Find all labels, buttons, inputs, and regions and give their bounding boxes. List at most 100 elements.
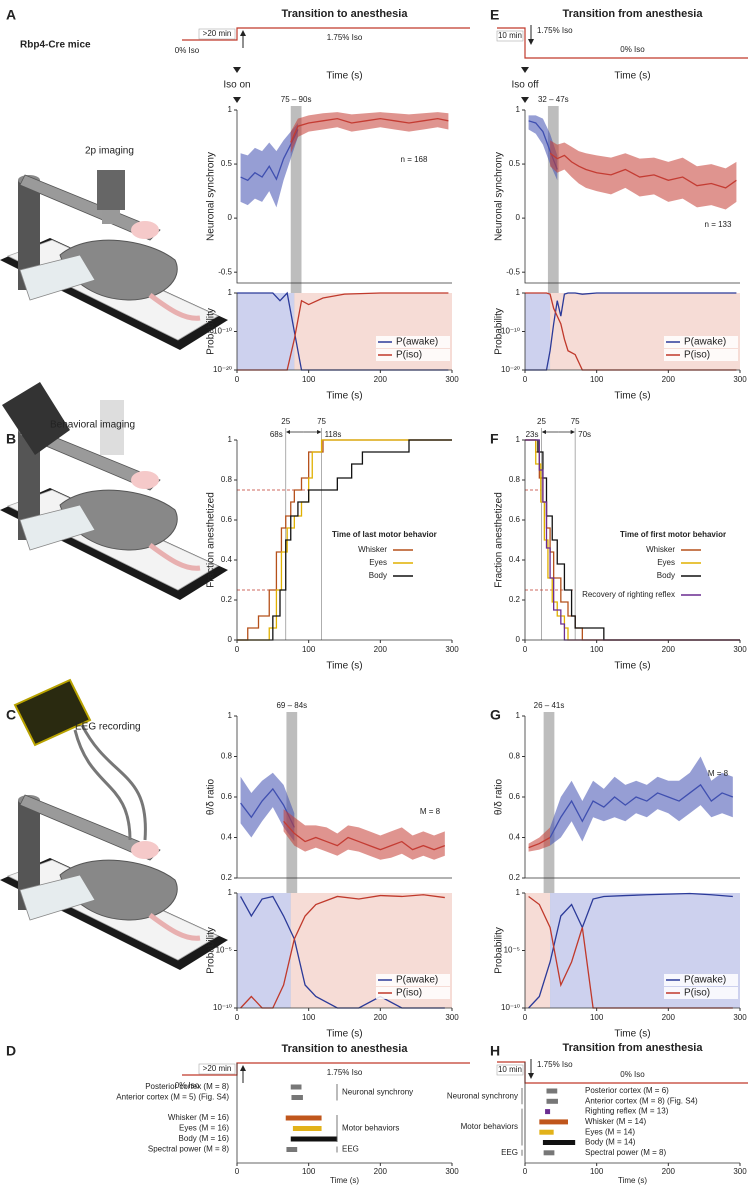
illustration-label: 2p imaging (85, 146, 134, 157)
transition-shade (290, 106, 302, 370)
y-tick-label: 1 (228, 105, 233, 114)
series-line (290, 117, 449, 143)
legend-label: Whisker (358, 545, 387, 554)
y-tick-label: 1 (228, 435, 233, 444)
y-tick-label: 10⁻²⁰ (213, 365, 232, 374)
series-line (549, 783, 734, 838)
legend-box (664, 987, 738, 999)
group-label: EEG (342, 1145, 359, 1154)
x-tick-label: 300 (733, 645, 747, 654)
x-tick-label: 100 (590, 1013, 604, 1022)
y-axis-label: Neuronal synchrony (494, 152, 505, 241)
y-axis-label: Fraction anesthetized (494, 492, 505, 588)
y-tick-label: 1 (516, 105, 521, 114)
x-tick-label: 300 (733, 1013, 747, 1022)
state-background (525, 893, 551, 1008)
group-label: EEG (501, 1148, 518, 1157)
y-tick-label: 0.4 (221, 555, 233, 564)
y-tick-label: 10⁻²⁰ (501, 365, 520, 374)
group-label: Motor behaviors (342, 1124, 399, 1133)
y-tick-label: 0.6 (221, 515, 233, 524)
x-axis-label: Time (s) (326, 661, 362, 672)
x-tick-label: 0 (523, 645, 528, 654)
x-tick-label: 200 (374, 645, 388, 654)
legend-label: P(awake) (684, 337, 726, 348)
series-line (528, 892, 733, 1009)
panel-letter: C (6, 707, 16, 723)
panel-title: Transition to anesthesia (282, 1043, 409, 1055)
y-tick-label: 0 (228, 635, 233, 644)
panel-letter: D (6, 1043, 16, 1059)
y-tick-label: 10⁻¹⁰ (501, 327, 520, 336)
level-label: 75 (317, 417, 326, 426)
series-line (240, 129, 299, 182)
y-tick-label: 1 (228, 888, 233, 897)
y-tick-label: 1 (228, 711, 233, 720)
level-label: 75 (571, 417, 580, 426)
y-tick-label: 1 (516, 435, 521, 444)
y-tick-label: 10⁻¹⁰ (213, 1003, 232, 1012)
series-line (549, 152, 737, 189)
range-bar (285, 1115, 322, 1121)
x-axis-label: Time (s) (618, 1176, 647, 1185)
range-bar (539, 1129, 554, 1135)
range-bar (545, 1109, 551, 1115)
illustration-2p: 2p imaging (0, 146, 228, 350)
x-tick-label: 100 (590, 375, 604, 384)
state-background (237, 893, 291, 1008)
range-bar (286, 1147, 298, 1152)
x-tick-label: 0 (235, 375, 240, 384)
panel-letter: H (490, 1043, 500, 1059)
y-tick-label: 0.5 (221, 159, 233, 168)
row-label: Posterior cortex (M = 8) (145, 1082, 229, 1091)
y-tick-label: 0.2 (221, 595, 233, 604)
illustration-eeg: EEG recording (0, 678, 228, 970)
level-label: 25 (281, 417, 290, 426)
y-tick-label: 0.8 (509, 752, 521, 761)
legend-label: Eyes (657, 558, 675, 567)
illustration-behavior: Behavioral imaging (0, 382, 228, 600)
x-tick-label: 0 (523, 1013, 528, 1022)
y-axis-label: Probability (206, 927, 217, 974)
legend-label: Eyes (369, 558, 387, 567)
legend-box (376, 349, 450, 361)
duration: >20 min (203, 29, 232, 38)
shade-label: 26 – 41s (534, 701, 565, 710)
range-bar (542, 1140, 576, 1145)
x-tick-label: 200 (374, 1013, 388, 1022)
group-label: Neuronal synchrony (447, 1091, 518, 1100)
level-before: 1.75% Iso (537, 26, 573, 35)
y-axis-label: Neuronal synchrony (206, 152, 217, 241)
axis (236, 110, 452, 284)
x-tick-label: 300 (733, 375, 747, 384)
legend-box (664, 349, 738, 361)
event-label: Iso off (511, 80, 538, 91)
row-label: Anterior cortex (M = 8) (Fig. S4) (585, 1096, 698, 1105)
legend-label: P(iso) (396, 988, 422, 999)
series-line (528, 836, 551, 849)
x-tick-label: 0 (235, 645, 240, 654)
y-axis-label: Fraction anesthetized (206, 492, 217, 588)
y-tick-label: -0.5 (506, 267, 520, 276)
marker-label: 68s (270, 430, 283, 439)
panel-letter: E (490, 7, 499, 23)
level-before: 1.75% Iso (537, 1060, 573, 1069)
group-label: Motor behaviors (461, 1122, 518, 1131)
panel-title: Transition from anesthesia (563, 8, 704, 20)
series-line (283, 820, 446, 851)
x-tick-label: 0 (235, 1013, 240, 1022)
panel-letter: B (6, 431, 16, 447)
y-tick-label: 0 (228, 213, 233, 222)
sem-band (283, 809, 445, 860)
x-axis-label: Time (s) (614, 661, 650, 672)
level-before: 0% Iso (175, 1081, 200, 1090)
y-tick-label: 0.8 (509, 475, 521, 484)
shade-label: 69 – 84s (276, 701, 307, 710)
y-tick-label: 1 (516, 888, 521, 897)
y-tick-label: 1 (516, 288, 521, 297)
x-tick-label: 200 (374, 375, 388, 384)
sem-band (290, 112, 449, 154)
annotation: n = 168 (401, 155, 428, 164)
y-tick-label: 0.6 (509, 515, 521, 524)
range-bar (546, 1098, 558, 1104)
